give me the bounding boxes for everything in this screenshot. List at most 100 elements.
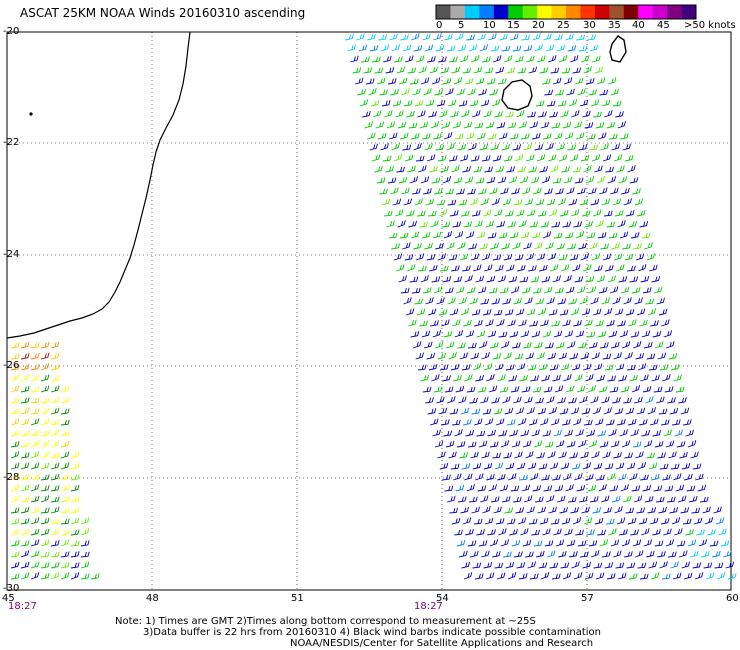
wind-barb xyxy=(596,176,606,184)
wind-barb xyxy=(496,319,505,327)
wind-barb xyxy=(40,363,50,371)
wind-barb xyxy=(412,88,421,96)
wind-barb xyxy=(642,386,652,393)
wind-barb xyxy=(595,219,604,228)
wind-barb xyxy=(510,386,520,393)
wind-barb xyxy=(70,462,80,470)
wind-barb xyxy=(362,110,371,118)
wind-barb xyxy=(415,253,425,261)
wind-barb xyxy=(10,518,20,525)
wind-barb xyxy=(608,528,617,536)
wind-barb xyxy=(619,231,629,239)
wind-barb xyxy=(528,265,537,272)
wind-barb xyxy=(592,507,602,514)
wind-barb xyxy=(608,428,617,437)
wind-barb xyxy=(572,67,582,74)
wind-barb xyxy=(60,440,70,448)
wind-barb xyxy=(598,286,608,294)
wind-barb xyxy=(470,155,480,162)
wind-barb xyxy=(559,408,569,415)
wind-barb xyxy=(453,374,462,382)
wind-barb xyxy=(589,44,599,52)
wind-barb xyxy=(460,506,469,514)
wind-barb xyxy=(674,429,683,437)
wind-barb xyxy=(70,517,80,525)
wind-barb xyxy=(573,572,583,580)
wind-barb xyxy=(580,154,590,162)
wind-barb xyxy=(554,287,564,294)
wind-barb xyxy=(495,264,504,272)
wind-barb xyxy=(470,352,479,360)
wind-barb xyxy=(607,473,616,481)
wind-barb xyxy=(495,518,505,525)
wind-barb xyxy=(384,110,393,118)
wind-barb xyxy=(682,518,692,525)
wind-barb xyxy=(535,496,544,503)
wind-barb xyxy=(725,561,735,569)
colorbar-label: 15 xyxy=(507,20,520,31)
wind-barb xyxy=(486,78,496,85)
wind-barb xyxy=(633,243,642,250)
wind-barb xyxy=(625,407,635,415)
wind-barb xyxy=(374,165,383,173)
wind-barb xyxy=(60,396,70,404)
wind-barb xyxy=(546,396,555,404)
wind-barb xyxy=(637,209,646,217)
wind-barb xyxy=(511,440,521,448)
wind-barb xyxy=(586,429,596,437)
wind-barb xyxy=(627,517,637,525)
wind-barb xyxy=(413,45,423,52)
wind-barb xyxy=(585,276,595,283)
wind-barb xyxy=(439,462,449,470)
note-line-1: Note: 1) Times are GMT 2)Times along bot… xyxy=(115,616,536,627)
wind-barb xyxy=(409,176,419,184)
wind-barb xyxy=(670,561,679,569)
wind-barb xyxy=(420,374,429,382)
wind-barb xyxy=(438,56,447,63)
wind-barb xyxy=(646,353,656,360)
wind-barb xyxy=(570,506,579,514)
wind-barb xyxy=(480,99,490,107)
wind-barb xyxy=(80,540,90,547)
wind-barb xyxy=(616,517,626,525)
wind-barb xyxy=(523,45,533,52)
wind-barb xyxy=(506,264,515,272)
wind-barb xyxy=(561,264,570,272)
wind-barb xyxy=(387,177,397,184)
wind-barb xyxy=(636,407,646,415)
colorbar-swatch xyxy=(464,5,480,19)
wind-barb xyxy=(385,67,395,74)
wind-barb xyxy=(510,33,519,41)
wind-barb xyxy=(517,264,526,272)
wind-barb xyxy=(584,319,593,327)
lon-tick-45: 45 xyxy=(2,593,15,604)
wind-barb xyxy=(561,166,570,173)
wind-barb xyxy=(514,353,524,360)
wind-barb xyxy=(683,419,692,426)
wind-barb xyxy=(594,66,604,74)
wind-barb xyxy=(585,473,594,481)
wind-barb xyxy=(677,495,687,503)
wind-barb xyxy=(553,330,563,338)
wind-barb xyxy=(40,474,50,481)
wind-barb xyxy=(20,430,30,437)
wind-barb xyxy=(665,440,675,448)
wind-barb xyxy=(615,462,625,470)
wind-barb xyxy=(578,45,588,52)
wind-barb xyxy=(40,539,50,547)
wind-barb xyxy=(609,286,619,294)
wind-barb xyxy=(449,408,459,415)
wind-barb xyxy=(614,506,623,514)
wind-barb xyxy=(474,122,484,129)
wind-barb xyxy=(445,440,455,448)
wind-barb xyxy=(564,429,573,437)
wind-barb xyxy=(491,397,500,404)
wind-barb xyxy=(559,54,568,63)
wind-barb xyxy=(557,100,567,107)
wind-barb xyxy=(420,176,430,184)
wind-barb xyxy=(574,374,583,382)
wind-barb xyxy=(539,418,549,426)
wind-barb xyxy=(595,122,605,129)
wind-barb xyxy=(479,44,489,52)
wind-barb xyxy=(503,352,512,360)
